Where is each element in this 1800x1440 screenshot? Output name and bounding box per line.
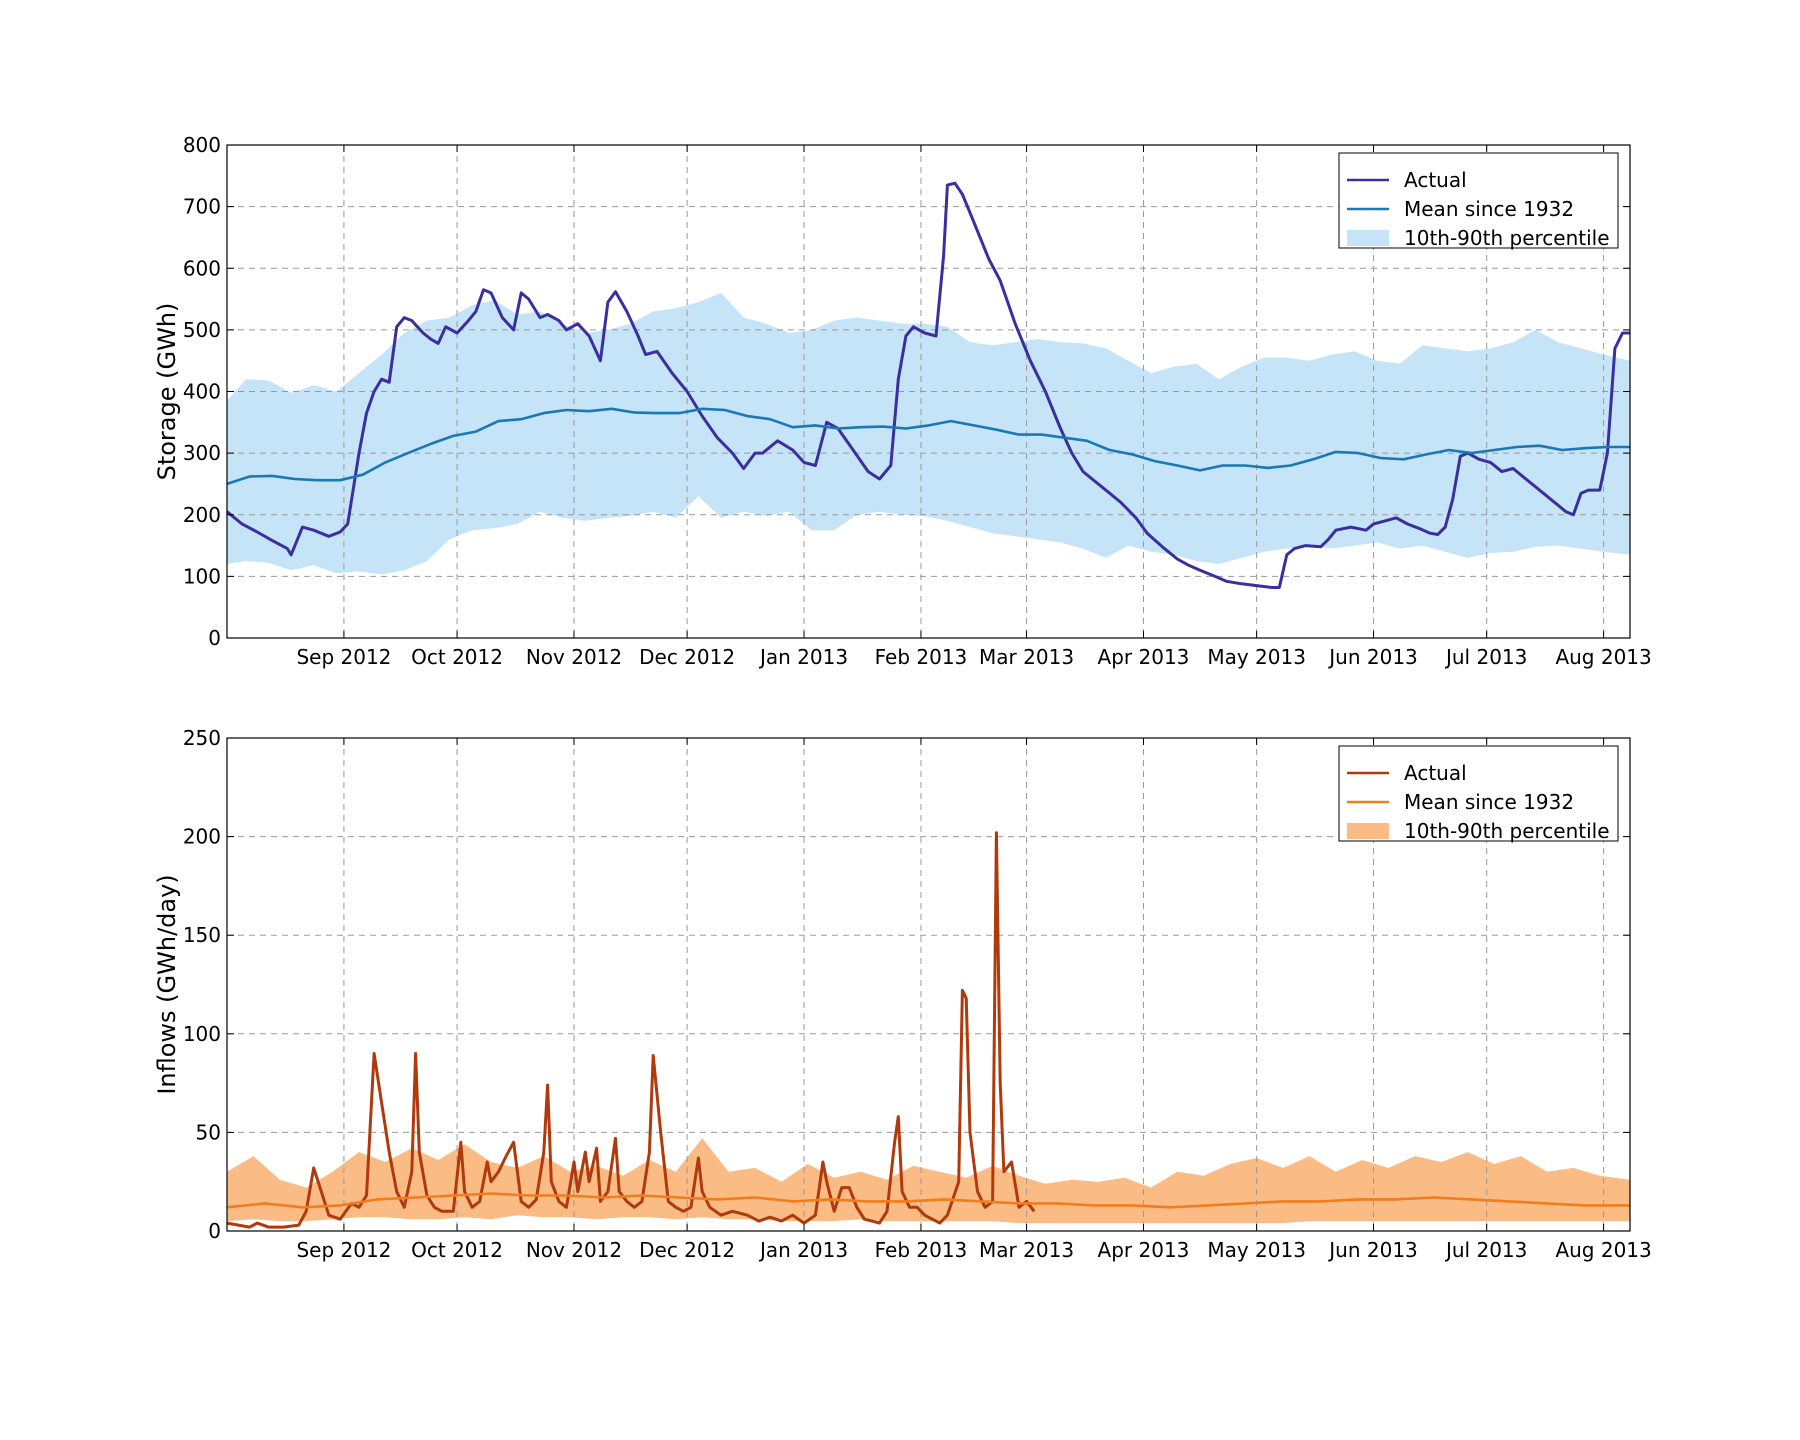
- y-tick-label: 250: [183, 726, 221, 750]
- series-line-mean: [226, 407, 1630, 486]
- y-tick-label: 0: [208, 626, 221, 650]
- x-tick-label: May 2013: [1207, 645, 1306, 669]
- legend: Actual Mean since 1932 10th-90th percentil…: [1338, 152, 1619, 250]
- x-tick-label: Jun 2013: [1327, 645, 1418, 669]
- x-tick-label: Mar 2013: [979, 645, 1074, 669]
- legend-swatch: [1347, 230, 1389, 246]
- y-tick-label: 200: [183, 503, 221, 527]
- x-tick-label: Oct 2012: [411, 645, 503, 669]
- x-tick-label: Jul 2013: [1444, 1238, 1527, 1262]
- x-tick-label: Aug 2013: [1555, 1238, 1651, 1262]
- y-tick-label: 0: [208, 1219, 221, 1243]
- y-tick-label: 150: [183, 923, 221, 947]
- y-tick-label: 200: [183, 825, 221, 849]
- x-tick-label: Jan 2013: [758, 645, 848, 669]
- x-tick-label: Nov 2012: [526, 645, 622, 669]
- percentile-band: [227, 292, 1630, 575]
- x-tick-label: Sep 2012: [296, 645, 391, 669]
- legend-label: 10th-90th percentile: [1404, 226, 1610, 250]
- x-tick-label: May 2013: [1207, 1238, 1306, 1262]
- series-line-mean: [226, 1192, 1630, 1209]
- y-axis-label: Storage (GWh): [153, 303, 181, 481]
- y-tick-label: 100: [183, 1022, 221, 1046]
- x-tick-label: Nov 2012: [526, 1238, 622, 1262]
- x-tick-label: Mar 2013: [979, 1238, 1074, 1262]
- y-axis-label: Inflows (GWh/day): [153, 874, 181, 1094]
- chart-1: Sep 2012 Oct 2012 Nov 2012 Dec 2012 Jan 2013…: [153, 133, 1652, 669]
- legend-swatch: [1347, 823, 1389, 839]
- y-tick-label: 800: [183, 133, 221, 157]
- legend-label: Actual: [1404, 168, 1467, 192]
- legend-label: Mean since 1932: [1404, 790, 1574, 814]
- x-tick-label: Apr 2013: [1098, 645, 1190, 669]
- legend-label: Actual: [1404, 761, 1467, 785]
- y-tick-label: 300: [183, 441, 221, 465]
- y-tick-label: 400: [183, 380, 221, 404]
- x-tick-label: Dec 2012: [639, 645, 735, 669]
- x-tick-label: Aug 2013: [1555, 645, 1651, 669]
- y-tick-label: 50: [196, 1120, 221, 1144]
- y-tick-label: 100: [183, 564, 221, 588]
- y-tick-label: 700: [183, 195, 221, 219]
- x-tick-label: Feb 2013: [875, 645, 968, 669]
- axes-frame: [226, 737, 1631, 1232]
- x-tick-label: Jan 2013: [758, 1238, 848, 1262]
- x-tick-label: Feb 2013: [875, 1238, 968, 1262]
- legend: Actual Mean since 1932 10th-90th percentil…: [1338, 745, 1619, 843]
- x-tick-label: Oct 2012: [411, 1238, 503, 1262]
- series-line-actual: [226, 181, 1630, 589]
- x-tick-label: Jul 2013: [1444, 645, 1527, 669]
- y-tick-label: 600: [183, 256, 221, 280]
- legend-label: 10th-90th percentile: [1404, 819, 1610, 843]
- x-tick-label: Dec 2012: [639, 1238, 735, 1262]
- chart-2: Sep 2012 Oct 2012 Nov 2012 Dec 2012 Jan 2013…: [153, 726, 1652, 1262]
- x-tick-label: Apr 2013: [1098, 1238, 1190, 1262]
- legend-label: Mean since 1932: [1404, 197, 1574, 221]
- y-tick-label: 500: [183, 318, 221, 342]
- series-line-actual: [226, 831, 1036, 1229]
- x-tick-label: Jun 2013: [1327, 1238, 1418, 1262]
- x-tick-label: Sep 2012: [296, 1238, 391, 1262]
